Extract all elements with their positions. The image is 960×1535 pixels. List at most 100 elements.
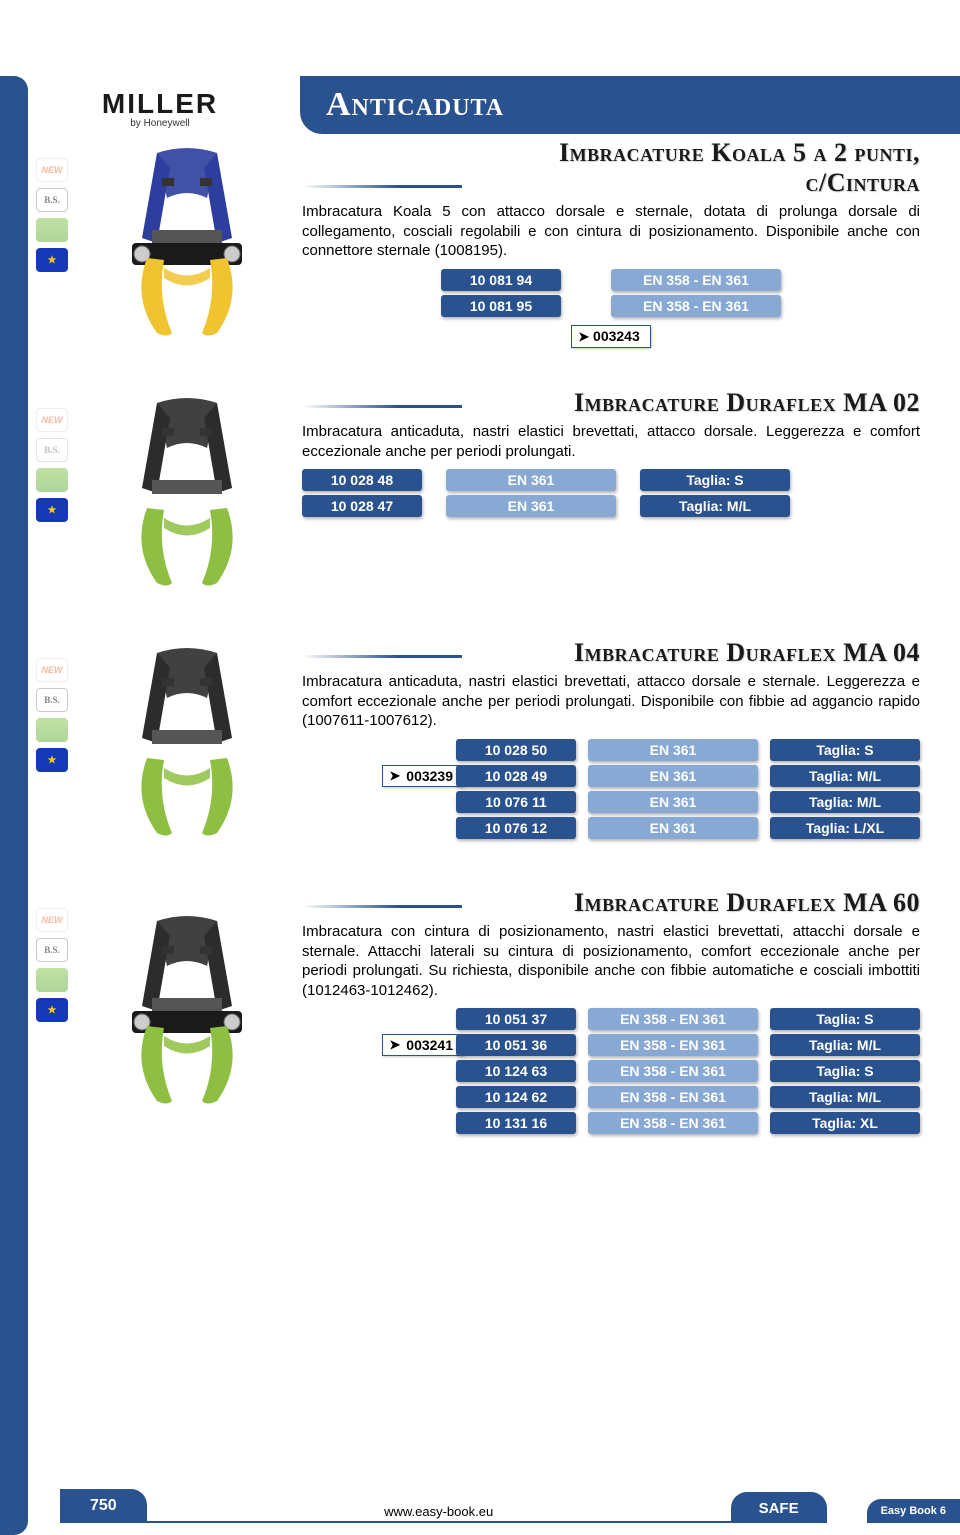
page-number: 750: [60, 1489, 147, 1523]
eco-badge-icon: [36, 218, 68, 242]
product-size: Taglia: M/L: [770, 765, 920, 787]
product-code: 10 076 11: [456, 791, 576, 813]
product-norm: EN 358 - EN 361: [588, 1034, 758, 1056]
title-rule: [302, 405, 462, 408]
brand-byline: by Honeywell: [80, 118, 240, 129]
product-norm: EN 358 - EN 361: [588, 1112, 758, 1134]
product-image: [92, 388, 282, 598]
product-code: 10 051 37: [456, 1008, 576, 1030]
product-norm: EN 358 - EN 361: [611, 269, 781, 291]
product-title: Imbracature Koala 5 a 2 punti, c/Cintura: [474, 138, 920, 198]
product-norm: EN 361: [588, 739, 758, 761]
product-norm: EN 358 - EN 361: [588, 1060, 758, 1082]
badge-column: NEW B.S.: [32, 638, 72, 848]
eco-badge-icon: [36, 968, 68, 992]
code-row: ➤ 003239 10 028 49 EN 361 Taglia: M/L: [382, 765, 920, 787]
new-badge-icon: NEW: [36, 158, 68, 182]
product-size: Taglia: M/L: [770, 1034, 920, 1056]
product-block: NEW B.S. Imbracature Duraflex MA 02 Imbr…: [70, 388, 920, 598]
eu-badge-icon: [36, 498, 68, 522]
product-image: [92, 888, 282, 1134]
reference-code: ➤ 003239: [382, 765, 464, 787]
product-code: 10 028 49: [456, 765, 576, 787]
code-row: 10 076 11 EN 361 Taglia: M/L: [354, 791, 920, 813]
product-code: 10 131 16: [456, 1112, 576, 1134]
eu-badge-icon: [36, 998, 68, 1022]
code-row: 10 028 47 EN 361 Taglia: M/L: [302, 495, 920, 517]
product-size: Taglia: S: [770, 739, 920, 761]
code-row: 10 131 16 EN 358 - EN 361 Taglia: XL: [354, 1112, 920, 1134]
product-norm: EN 361: [446, 469, 616, 491]
code-row: 10 076 12 EN 361 Taglia: L/XL: [354, 817, 920, 839]
badge-column: NEW B.S.: [32, 388, 72, 598]
product-size: Taglia: M/L: [640, 495, 790, 517]
code-row: 10 028 50 EN 361 Taglia: S: [354, 739, 920, 761]
product-description: Imbracatura Koala 5 con attacco dorsale …: [302, 202, 920, 261]
code-row: 10 051 37 EN 358 - EN 361 Taglia: S: [354, 1008, 920, 1030]
product-code: 10 124 62: [456, 1086, 576, 1108]
eu-badge-icon: [36, 248, 68, 272]
code-row: 10 124 62 EN 358 - EN 361 Taglia: M/L: [354, 1086, 920, 1108]
product-norm: EN 358 - EN 361: [588, 1086, 758, 1108]
product-norm: EN 361: [588, 765, 758, 787]
product-norm: EN 361: [446, 495, 616, 517]
bs-badge-icon: B.S.: [36, 688, 68, 712]
reference-code: ➤ 003243: [571, 325, 651, 348]
product-size: Taglia: S: [640, 469, 790, 491]
footer-safe-tab: SAFE: [731, 1492, 827, 1523]
footer-url[interactable]: www.easy-book.eu: [147, 1504, 731, 1523]
bs-badge-icon: B.S.: [36, 438, 68, 462]
bs-badge-icon: B.S.: [36, 938, 68, 962]
product-block: NEW B.S. Imbracature Koala 5 a 2 punti, …: [70, 138, 920, 348]
product-description: Imbracatura anticaduta, nastri elastici …: [302, 672, 920, 731]
product-title: Imbracature Duraflex MA 60: [474, 888, 920, 918]
product-block: NEW B.S. Imbracature Duraflex MA 60 Imbr…: [70, 888, 920, 1134]
category-title: Anticaduta: [326, 86, 504, 124]
code-row: ➤ 003241 10 051 36 EN 358 - EN 361 Tagli…: [382, 1034, 920, 1056]
product-size: Taglia: XL: [770, 1112, 920, 1134]
product-code: 10 081 94: [441, 269, 561, 291]
footer-edition-tab: Easy Book 6: [867, 1499, 960, 1523]
brand-name: MILLER: [102, 88, 218, 119]
product-norm: EN 361: [588, 791, 758, 813]
new-badge-icon: NEW: [36, 658, 68, 682]
left-edge-bar: [0, 76, 28, 1535]
code-row: 10 124 63 EN 358 - EN 361 Taglia: S: [354, 1060, 920, 1082]
product-image: [92, 138, 282, 348]
product-code: 10 051 36: [456, 1034, 576, 1056]
new-badge-icon: NEW: [36, 908, 68, 932]
code-row: 10 081 94 EN 358 - EN 361: [441, 269, 781, 291]
product-description: Imbracatura anticaduta, nastri elastici …: [302, 422, 920, 461]
product-description: Imbracatura con cintura di posizionament…: [302, 922, 920, 1000]
product-norm: EN 358 - EN 361: [611, 295, 781, 317]
reference-code: ➤ 003241: [382, 1034, 464, 1056]
product-image: [92, 638, 282, 848]
product-code: 10 081 95: [441, 295, 561, 317]
badge-column: NEW B.S.: [32, 138, 72, 348]
header-category-tab: Anticaduta: [300, 76, 960, 134]
code-row: 10 028 48 EN 361 Taglia: S: [302, 469, 920, 491]
product-size: Taglia: S: [770, 1060, 920, 1082]
title-rule: [302, 905, 462, 908]
eco-badge-icon: [36, 718, 68, 742]
brand-logo: MILLER by Honeywell: [80, 88, 240, 129]
product-size: Taglia: L/XL: [770, 817, 920, 839]
code-row: 10 081 95 EN 358 - EN 361: [441, 295, 781, 317]
product-title: Imbracature Duraflex MA 02: [474, 388, 920, 418]
new-badge-icon: NEW: [36, 408, 68, 432]
product-norm: EN 361: [588, 817, 758, 839]
title-rule: [302, 185, 462, 188]
product-norm: EN 358 - EN 361: [588, 1008, 758, 1030]
bs-badge-icon: B.S.: [36, 188, 68, 212]
eco-badge-icon: [36, 468, 68, 492]
badge-column: NEW B.S.: [32, 888, 72, 1134]
product-code: 10 028 48: [302, 469, 422, 491]
product-title: Imbracature Duraflex MA 04: [474, 638, 920, 668]
title-rule: [302, 655, 462, 658]
eu-badge-icon: [36, 748, 68, 772]
product-code: 10 028 50: [456, 739, 576, 761]
product-code: 10 124 63: [456, 1060, 576, 1082]
product-code: 10 076 12: [456, 817, 576, 839]
product-code: 10 028 47: [302, 495, 422, 517]
product-block: NEW B.S. Imbracature Duraflex MA 04 Imbr…: [70, 638, 920, 848]
